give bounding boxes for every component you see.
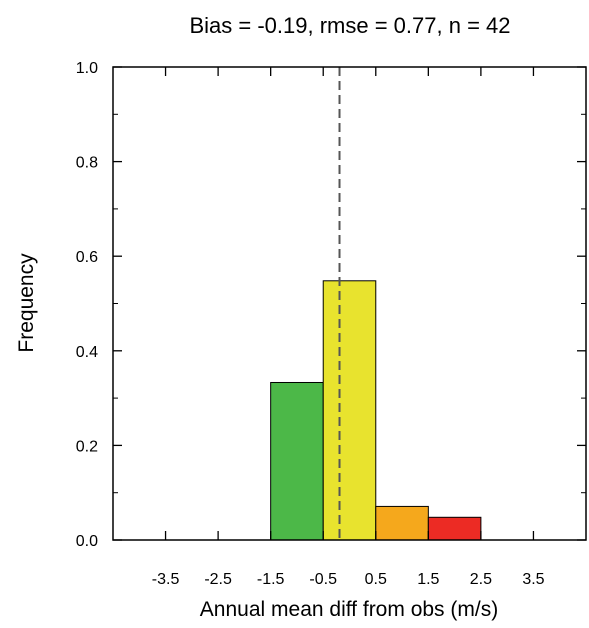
y-tick-label: 0.2 — [76, 438, 98, 455]
x-tick-label: -2.5 — [204, 571, 232, 588]
x-tick-label: -0.5 — [309, 571, 337, 588]
x-tick-label: -3.5 — [152, 571, 180, 588]
y-ticks-group: 0.0 0.2 0.4 0.6 0.8 1.0 — [76, 60, 586, 550]
y-tick-label: 0.8 — [76, 155, 98, 172]
y-tick-label: 0.0 — [76, 533, 98, 550]
y-axis-label: Frequency — [15, 253, 38, 353]
x-tick-label: 0.5 — [365, 571, 387, 588]
y-tick-label: 0.4 — [76, 344, 98, 361]
y-tick-label: 0.6 — [76, 249, 98, 266]
histogram-bar-3 — [427, 516, 482, 541]
x-tick-label: 1.5 — [417, 571, 439, 588]
x-tick-label: -1.5 — [257, 571, 285, 588]
x-tick-label: 3.5 — [522, 571, 544, 588]
histogram-bar-2 — [375, 505, 429, 541]
y-tick-label: 1.0 — [76, 60, 98, 77]
chart-title: Bias = -0.19, rmse = 0.77, n = 42 — [189, 13, 510, 38]
x-tick-label: 2.5 — [470, 571, 492, 588]
x-axis-label: Annual mean diff from obs (m/s) — [200, 598, 498, 621]
histogram-bar-1 — [322, 280, 377, 541]
histogram-bar-0 — [270, 381, 324, 541]
bars-group — [270, 280, 482, 541]
x-ticks-group: -3.5 -2.5 -1.5 -0.5 0.5 1.5 2.5 3.5 — [152, 67, 545, 588]
